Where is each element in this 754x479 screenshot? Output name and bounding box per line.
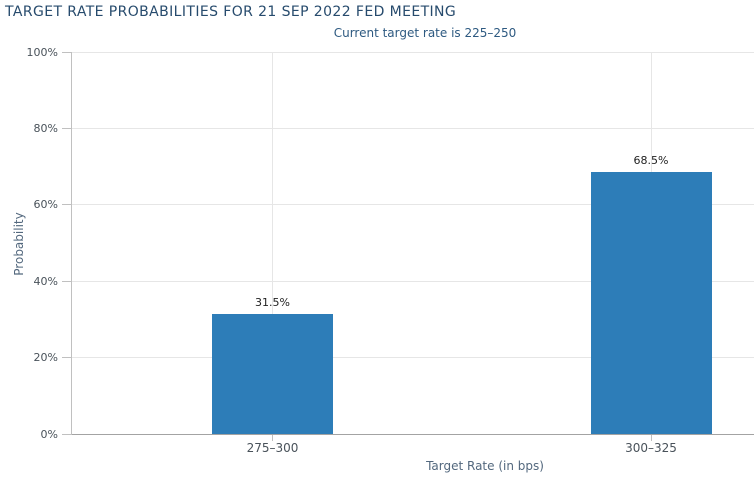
y-tick-label: 20% <box>33 351 58 365</box>
x-tick-mark <box>650 435 652 441</box>
y-tick-mark <box>62 51 72 53</box>
y-tick-label: 0% <box>40 427 58 441</box>
x-category-label: 275–300 <box>246 441 299 455</box>
y-axis-title: Probability <box>12 212 26 276</box>
chart-title: TARGET RATE PROBABILITIES FOR 21 SEP 202… <box>5 4 457 20</box>
x-tick-mark <box>272 435 273 441</box>
probability-bar[interactable] <box>212 313 333 434</box>
y-gridline <box>72 280 754 282</box>
x-axis-line <box>72 434 754 435</box>
y-tick-mark <box>62 357 72 359</box>
bar-value-label: 68.5% <box>633 154 669 168</box>
x-axis-title: Target Rate (in bps) <box>426 459 544 473</box>
x-category-label: 300–325 <box>625 441 677 455</box>
y-tick-label: 60% <box>33 198 58 212</box>
y-gridline <box>72 204 754 206</box>
y-tick-label: 80% <box>33 121 58 135</box>
y-axis-line <box>71 52 72 434</box>
x-gridline <box>272 52 273 434</box>
y-tick-label: 40% <box>33 274 58 288</box>
chart-subtitle: Current target rate is 225–250 <box>333 26 517 40</box>
y-tick-mark <box>62 433 72 435</box>
y-tick-mark <box>62 204 72 206</box>
bar-value-label: 31.5% <box>255 295 290 309</box>
y-tick-label: 100% <box>26 45 58 59</box>
y-gridline <box>72 127 754 129</box>
y-gridline <box>72 51 754 53</box>
y-tick-mark <box>62 127 72 129</box>
probability-bar[interactable] <box>590 172 712 434</box>
y-tick-mark <box>62 280 72 282</box>
y-gridline <box>72 357 754 359</box>
